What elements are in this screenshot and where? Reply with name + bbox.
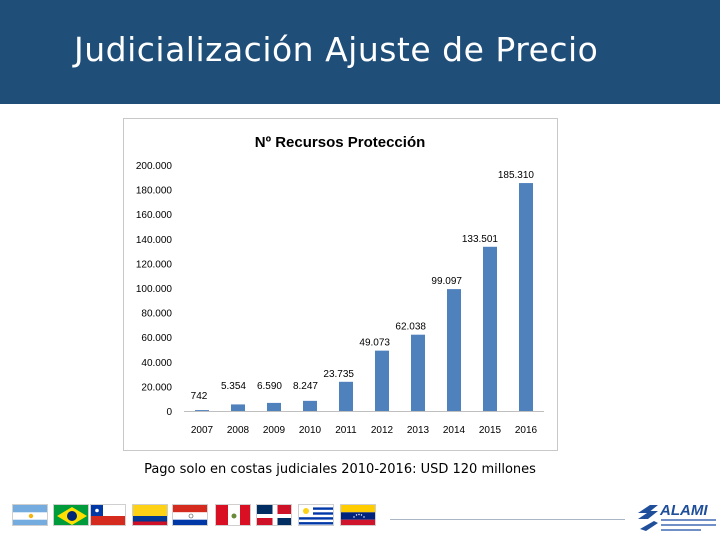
x-tick-label: 2009 — [263, 425, 286, 436]
caption: Pago solo en costas judiciales 2010-2016… — [144, 462, 536, 477]
y-tick-label: 60.000 — [141, 333, 172, 344]
x-tick-label: 2012 — [371, 425, 394, 436]
chile-flag-graphic — [91, 505, 125, 525]
title-bar: Judicialización Ajuste de Precio — [0, 0, 720, 104]
bar-2013 — [411, 334, 425, 411]
bar-2014 — [447, 289, 461, 411]
data-label-2011: 23.735 — [323, 369, 354, 380]
uruguay-flag-graphic — [299, 505, 333, 525]
bar-2010 — [303, 400, 317, 411]
argentina-flag-graphic — [13, 505, 47, 525]
data-label-2010: 8.247 — [293, 381, 318, 392]
data-label-2012: 49.073 — [359, 338, 390, 349]
footer: ALAMI — [0, 498, 720, 540]
chile-flag — [90, 504, 126, 526]
y-tick-label: 160.000 — [136, 210, 173, 221]
y-tick-label: 120.000 — [136, 259, 173, 270]
y-tick-label: 80.000 — [141, 309, 172, 320]
x-tick-label: 2011 — [335, 425, 357, 436]
data-label-2016: 185.310 — [498, 170, 535, 181]
brazil-flag — [53, 504, 89, 526]
venezuela-flag — [340, 504, 376, 526]
footer-divider — [390, 519, 625, 520]
y-tick-label: 40.000 — [141, 358, 172, 369]
y-axis: 0 20.000 40.000 60.000 80.000 100.000 120.000 1… — [136, 161, 173, 418]
data-label-2015: 133.501 — [462, 234, 499, 245]
peru-flag — [215, 504, 251, 526]
y-tick-label: 100.000 — [136, 284, 173, 295]
bar-series: 742 5.354 6.590 8.247 23.735 49.073 62.038 99.0… — [191, 170, 535, 411]
colombia-flag — [132, 504, 168, 526]
argentina-flag — [12, 504, 48, 526]
slide-title: Judicialización Ajuste de Precio — [74, 30, 599, 69]
colombia-flag-graphic — [133, 505, 167, 525]
x-tick-label: 2014 — [443, 425, 466, 436]
alami-logo-name: ALAMI — [659, 502, 708, 519]
x-tick-label: 2016 — [515, 425, 538, 436]
data-label-2009: 6.590 — [257, 381, 282, 392]
alami-logo: ALAMI — [636, 499, 720, 535]
y-tick-label: 140.000 — [136, 235, 173, 246]
chart-container: Nº Recursos Protección 0 20.000 40.000 60.0… — [123, 118, 558, 451]
bar-2015 — [483, 246, 497, 411]
bar-2011 — [339, 381, 353, 411]
y-tick-label: 200.000 — [136, 161, 173, 172]
alami-logo-graphic: ALAMI — [638, 502, 716, 531]
bar-2012 — [375, 350, 389, 411]
y-tick-label: 20.000 — [141, 382, 172, 393]
x-tick-label: 2008 — [227, 425, 250, 436]
bar-2007 — [195, 410, 209, 411]
paraguay-flag-graphic — [173, 505, 207, 525]
x-tick-label: 2010 — [299, 425, 322, 436]
y-tick-label: 180.000 — [136, 186, 173, 197]
bar-2009 — [267, 402, 281, 411]
bar-chart: Nº Recursos Protección 0 20.000 40.000 60.0… — [136, 134, 544, 436]
bar-2016 — [519, 183, 533, 411]
data-label-2014: 99.097 — [431, 276, 462, 287]
peru-flag-graphic — [216, 505, 250, 525]
chart-title: Nº Recursos Protección — [255, 134, 426, 151]
dominican-republic-flag — [256, 504, 292, 526]
dominican-republic-flag-graphic — [257, 505, 291, 525]
x-tick-label: 2013 — [407, 425, 430, 436]
x-axis: 2007 2008 2009 2010 2011 2012 2013 2014 2015 2016 — [184, 411, 544, 436]
alami-logo-subtitle — [661, 519, 716, 531]
x-tick-label: 2007 — [191, 425, 214, 436]
alami-logo-mark — [638, 505, 658, 531]
data-label-2007: 742 — [191, 391, 208, 402]
x-tick-label: 2015 — [479, 425, 502, 436]
y-tick-label: 0 — [166, 407, 172, 418]
brazil-flag-graphic — [54, 505, 88, 525]
data-label-2013: 62.038 — [395, 322, 426, 333]
venezuela-flag-graphic — [341, 505, 375, 525]
paraguay-flag — [172, 504, 208, 526]
bar-2008 — [231, 404, 245, 411]
uruguay-flag — [298, 504, 334, 526]
data-label-2008: 5.354 — [221, 381, 246, 392]
